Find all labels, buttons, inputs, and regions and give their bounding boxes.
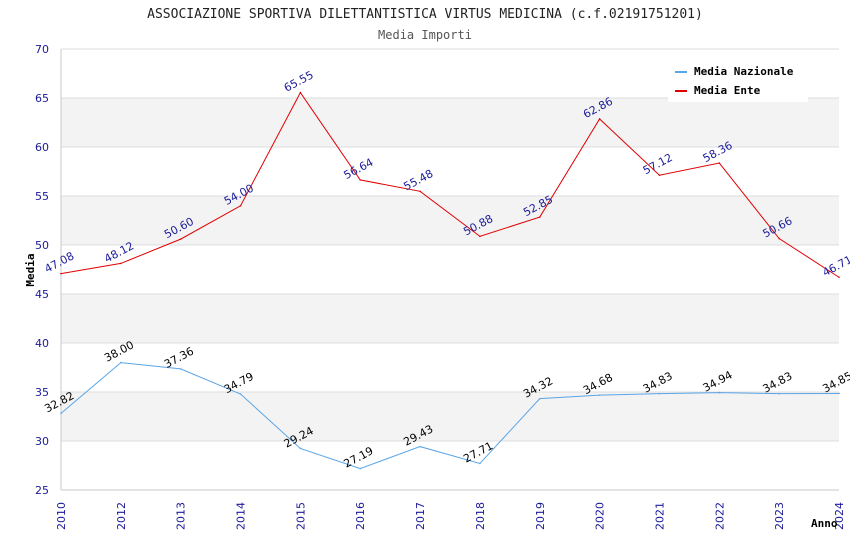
y-tick-label: 30 — [35, 435, 49, 448]
series-line-media-ente — [60, 91, 840, 278]
data-point — [60, 272, 62, 275]
data-point — [838, 392, 840, 395]
background-band — [61, 441, 839, 490]
x-tick-label: 2023 — [773, 502, 786, 530]
legend-label-media-ente: Media Ente — [694, 84, 761, 97]
data-point — [299, 447, 302, 450]
axes — [60, 49, 839, 491]
legend-label-media-nazionale: Media Nazionale — [694, 65, 794, 78]
x-tick-label: 2018 — [474, 502, 487, 530]
y-tick-label: 35 — [35, 386, 49, 399]
x-tick-label: 2024 — [833, 502, 846, 530]
x-tick-label: 2022 — [713, 502, 726, 530]
x-tick-label: 2010 — [55, 502, 68, 530]
data-point — [718, 391, 721, 394]
data-point — [419, 445, 421, 448]
x-tick-label: 2016 — [354, 502, 367, 530]
y-tick-label: 65 — [35, 92, 49, 105]
data-point — [538, 397, 541, 400]
legend: Media Nazionale Media Ente — [668, 58, 808, 102]
background-band — [61, 98, 839, 147]
x-tick-label: 2014 — [235, 502, 248, 530]
data-point — [419, 190, 421, 193]
background-band — [61, 147, 839, 196]
background-band — [61, 343, 839, 392]
x-axis-ticks: 2010 2012 2013 2014 2015 2016 2017 2018 2019 2020… — [55, 502, 846, 530]
series-lines — [60, 91, 840, 470]
y-tick-label: 45 — [35, 288, 49, 301]
data-point — [658, 174, 661, 177]
data-point — [239, 205, 242, 207]
x-tick-label: 2013 — [175, 502, 188, 530]
data-point — [838, 276, 840, 279]
x-tick-label: 2020 — [594, 502, 607, 530]
data-point — [179, 368, 182, 370]
data-point — [778, 392, 780, 395]
data-point — [479, 235, 481, 238]
data-point — [598, 394, 601, 396]
y-axis-label: Media — [24, 253, 37, 286]
chart-title: ASSOCIAZIONE SPORTIVA DILETTANTISTICA VI… — [147, 7, 703, 22]
y-tick-label: 40 — [35, 337, 49, 350]
x-tick-label: 2015 — [294, 502, 307, 530]
x-tick-label: 2019 — [534, 502, 547, 530]
series-line-media-nazionale — [60, 362, 840, 470]
y-tick-label: 50 — [35, 239, 49, 252]
legend-box — [668, 58, 808, 102]
data-point — [120, 361, 122, 364]
data-point — [179, 238, 182, 240]
x-axis-label: Anno — [811, 517, 838, 530]
x-tick-label: 2012 — [115, 502, 128, 530]
plot-background — [61, 49, 839, 490]
data-point — [239, 393, 242, 395]
background-band — [61, 392, 839, 441]
data-point — [598, 118, 601, 120]
y-tick-label: 70 — [35, 43, 49, 56]
chart-subtitle: Media Importi — [378, 28, 472, 42]
x-tick-label: 2021 — [653, 502, 666, 530]
background-band — [61, 294, 839, 343]
x-tick-label: 2017 — [414, 502, 427, 530]
data-point — [359, 179, 362, 181]
background-band — [61, 196, 839, 245]
background-band — [61, 245, 839, 294]
data-point — [718, 162, 721, 164]
data-point — [658, 392, 661, 395]
y-axis-ticks: 25 30 35 40 45 50 55 60 65 70 — [35, 43, 49, 497]
y-tick-label: 55 — [35, 190, 49, 203]
y-tick-label: 25 — [35, 484, 49, 497]
data-point — [479, 462, 481, 465]
data-point — [778, 237, 780, 240]
data-point — [359, 467, 362, 470]
data-point — [120, 262, 122, 265]
data-point — [60, 412, 62, 415]
y-tick-label: 60 — [35, 141, 49, 154]
data-point — [299, 91, 302, 94]
data-point — [538, 216, 541, 218]
